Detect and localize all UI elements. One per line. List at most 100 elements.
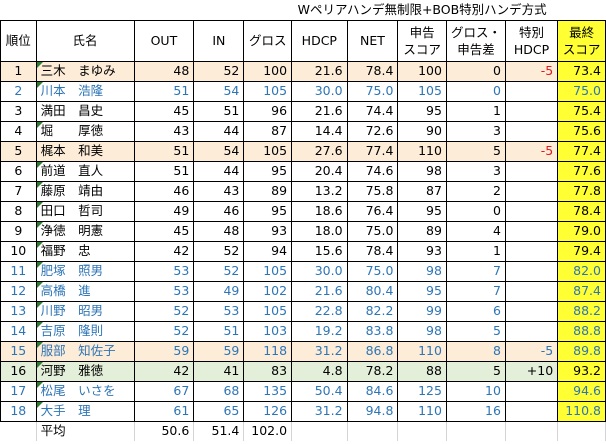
table-row: 13 川野 昭男 52 53 105 22.8 82.2 99 6 88.2 [0,301,606,322]
average-gross: 102.0 [243,421,293,441]
cell-in: 65 [193,401,245,422]
cell-hdcp: 14.4 [291,121,348,142]
cell-gross: 126 [243,401,293,422]
cell-in: 52 [193,61,245,82]
cell-declared: 105 [397,81,447,102]
cell-name: 前道 直人 [35,161,135,182]
cell-in: 52 [193,241,245,262]
cell-out: 46 [133,181,195,202]
cell-diff: 3 [445,161,506,182]
cell-out: 53 [133,261,195,282]
cell-special [504,401,559,422]
header-out: OUT [133,19,195,62]
cell-special: -5 [504,141,559,162]
cell-rank: 2 [0,81,37,102]
cell-gross: 96 [243,101,293,122]
cell-out: 45 [133,101,195,122]
cell-name: 満田 昌史 [35,101,135,122]
cell-hdcp: 31.2 [291,401,348,422]
header-diff: グロス・ 申告差 [445,19,506,62]
cell-rank: 5 [0,141,37,162]
cell-final: 88.8 [557,321,606,342]
cell-name: 大手 理 [35,401,135,422]
header-diff-line2: 申告差 [457,41,495,57]
cell-declared: 89 [397,221,447,242]
table-row: 2 川本 浩隆 51 54 105 30.0 75.0 105 0 75.0 [0,81,606,102]
cell-diff: 1 [445,241,506,262]
cell-special [504,221,559,242]
cell-rank: 7 [0,181,37,202]
cell-diff: 6 [445,301,506,322]
cell-gross: 105 [243,301,293,322]
cell-name: 服部 知佐子 [35,341,135,362]
cell-in: 44 [193,161,245,182]
header-declared-line2: スコア [403,41,441,57]
cell-final: 75.0 [557,81,606,102]
cell-final: 78.4 [557,201,606,222]
cell-rank: 11 [0,261,37,282]
cell-gross: 87 [243,121,293,142]
cell-rank: 18 [0,401,37,422]
cell-special [504,261,559,282]
cell-hdcp: 13.2 [291,181,348,202]
header-name: 氏名 [35,19,135,62]
header-special: 特別 HDCP [504,19,559,62]
cell-hdcp: 22.8 [291,301,348,322]
cell-rank: 13 [0,301,37,322]
cell-gross: 102 [243,281,293,302]
cell-name: 堀 厚徳 [35,121,135,142]
cell-diff: 1 [445,101,506,122]
cell-hdcp: 50.4 [291,381,348,402]
cell-rank: 12 [0,281,37,302]
cell-net: 84.6 [346,381,399,402]
cell-gross: 94 [243,241,293,262]
cell-diff: 5 [445,361,506,382]
cell-rank: 1 [0,61,37,82]
cell-gross: 89 [243,181,293,202]
cell-out: 53 [133,281,195,302]
table-row: 17 松尾 いさを 67 68 135 50.4 84.6 125 10 94.6 [0,381,606,402]
cell-in: 44 [193,121,245,142]
cell-out: 51 [133,161,195,182]
cell-special [504,241,559,262]
cell-diff: 3 [445,121,506,142]
cell-out: 67 [133,381,195,402]
cell-net: 78.4 [346,241,399,262]
cell-diff: 0 [445,201,506,222]
cell-hdcp: 31.2 [291,341,348,362]
table-row: 8 田口 哲司 49 46 95 18.6 76.4 95 0 78.4 [0,201,606,222]
cell-out: 59 [133,341,195,362]
cell-special [504,101,559,122]
cell-net: 80.4 [346,281,399,302]
cell-empty [291,421,348,441]
cell-special: -5 [504,61,559,82]
table-row: 14 吉原 隆則 52 51 103 19.2 83.8 98 5 88.8 [0,321,606,342]
cell-name: 吉原 隆則 [35,321,135,342]
cell-declared: 110 [397,341,447,362]
header-in: IN [193,19,245,62]
cell-diff: 0 [445,61,506,82]
header-row: 順位 氏名 OUT IN グロス HDCP NET 申告 スコア グロス・ 申告差 … [0,19,606,62]
cell-final: 77.6 [557,161,606,182]
cell-declared: 98 [397,261,447,282]
cell-declared: 93 [397,241,447,262]
cell-net: 75.0 [346,221,399,242]
cell-out: 52 [133,301,195,322]
header-declared: 申告 スコア [397,19,447,62]
cell-name: 三木 まゆみ [35,61,135,82]
cell-final: 82.0 [557,261,606,282]
cell-declared: 110 [397,401,447,422]
header-diff-line1: グロス・ [450,24,501,40]
cell-net: 74.6 [346,161,399,182]
cell-in: 59 [193,341,245,362]
cell-diff: 7 [445,281,506,302]
cell-gross: 100 [243,61,293,82]
cell-net: 76.4 [346,201,399,222]
table-row: 10 福野 忠 42 52 94 15.6 78.4 93 1 79.4 [0,241,606,262]
cell-name: 浄徳 明憲 [35,221,135,242]
cell-out: 52 [133,321,195,342]
cell-gross: 83 [243,361,293,382]
cell-declared: 110 [397,141,447,162]
table-row: 16 河野 雅徳 42 41 83 4.8 78.2 88 5 +10 93.2 [0,361,606,382]
